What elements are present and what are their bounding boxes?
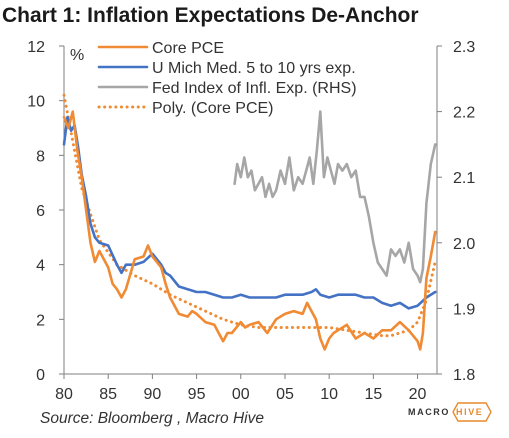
x-tick-label: 20 — [409, 386, 427, 403]
y-right-tick-label: 2.1 — [453, 170, 475, 187]
y-right-tick-label: 1.9 — [453, 301, 475, 318]
x-tick-label: 90 — [143, 386, 161, 403]
y-left-tick-label: 2 — [36, 312, 45, 329]
legend-label-u-mich-med-5-to-10-yrs-exp: U Mich Med. 5 to 10 yrs exp. — [152, 60, 356, 77]
series-line-fed-index-of-infl-exp-rhs — [233, 110, 437, 284]
y-left-tick-label: 6 — [36, 203, 45, 220]
logo-text-hive: HIVE — [456, 407, 484, 417]
y-right-tick-label: 2.3 — [453, 39, 475, 56]
axes-layer: 0 2 4 6 8 10 12 1.8 1.9 2.0 2.1 2.2 2.3 80 85 90 95 00 05 1… — [27, 39, 475, 403]
y-left-axis-label: % — [70, 47, 84, 64]
series-line-poly-core-pce — [62, 93, 437, 338]
y-right-tick-label: 2.0 — [453, 236, 475, 253]
legend: Core PCE U Mich Med. 5 to 10 yrs exp. Fed … — [97, 40, 357, 117]
y-left-tick-label: 4 — [36, 258, 45, 275]
legend-label-fed-index-of-infl-exp-rhs: Fed Index of Infl. Exp. (RHS) — [152, 80, 357, 97]
y-left-tick-label: 12 — [27, 39, 45, 56]
x-tick-label: 85 — [99, 386, 117, 403]
x-tick-label: 00 — [232, 386, 250, 403]
chart-title: Chart 1: Inflation Expectations De-Ancho… — [2, 4, 419, 27]
series-line-core-pce — [62, 110, 437, 351]
y-right-tick-label: 1.8 — [453, 367, 475, 384]
series-layer — [62, 93, 437, 351]
y-right-tick-label: 2.2 — [453, 105, 475, 122]
y-left-tick-label: 8 — [36, 148, 45, 165]
legend-label-poly-core-pce: Poly. (Core PCE) — [152, 100, 274, 117]
logo-text-macro: MACRO — [408, 407, 450, 417]
hexagon-icon — [452, 402, 492, 422]
y-left-tick-label: 0 — [36, 367, 45, 384]
y-left-tick-label: 10 — [27, 94, 45, 111]
x-tick-label: 10 — [320, 386, 338, 403]
legend-label-core-pce: Core PCE — [152, 40, 224, 57]
series-line-u-mich-med-5-to-10-yrs-exp — [62, 115, 437, 310]
source-note: Source: Bloomberg , Macro Hive — [40, 410, 264, 427]
x-tick-label: 95 — [188, 386, 206, 403]
x-tick-label: 15 — [364, 386, 382, 403]
x-tick-label: 80 — [55, 386, 73, 403]
x-tick-label: 05 — [276, 386, 294, 403]
